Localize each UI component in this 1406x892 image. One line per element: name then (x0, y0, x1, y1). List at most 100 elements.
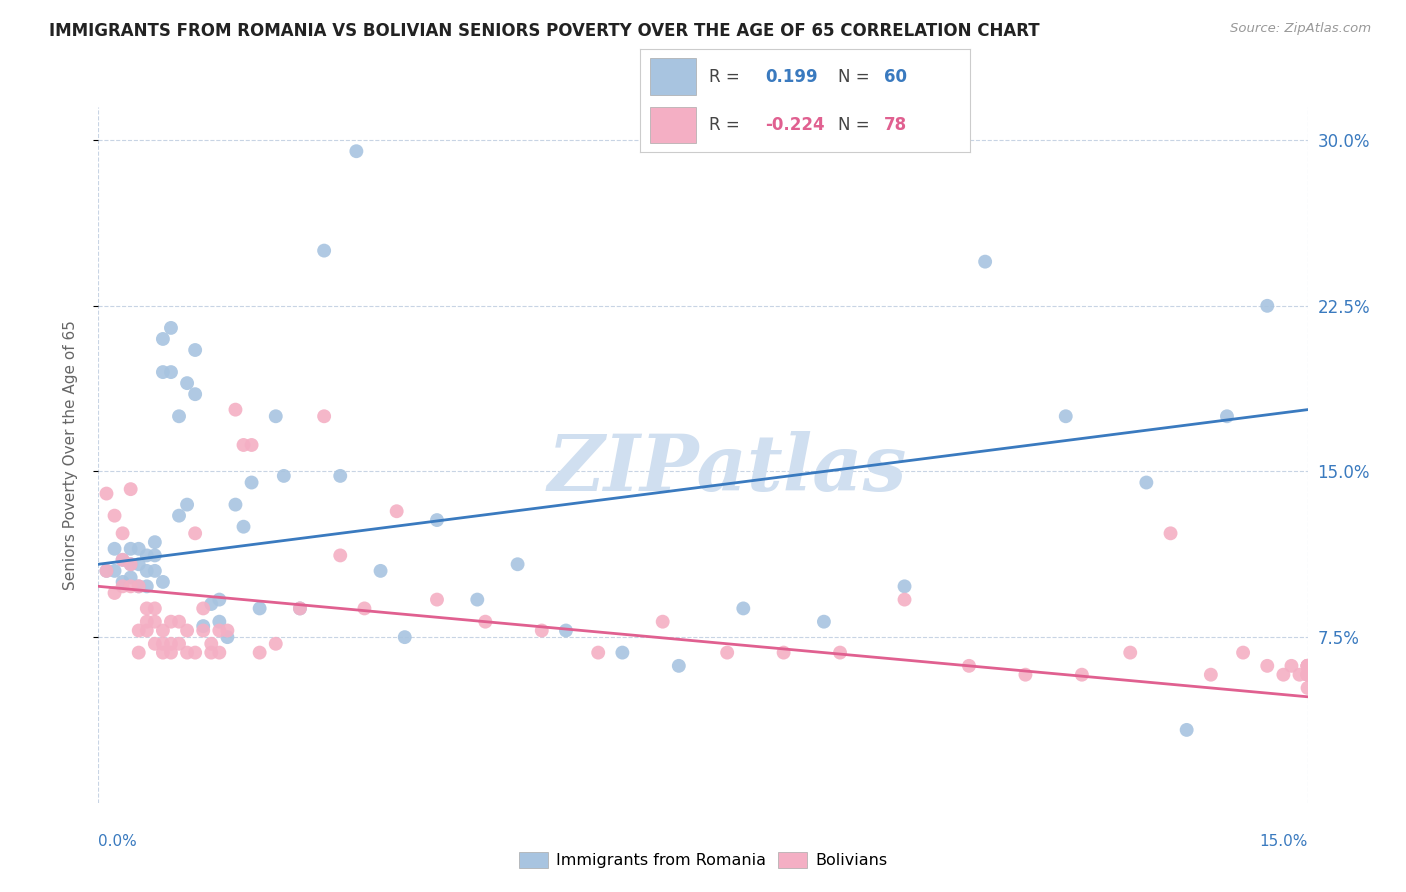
Point (176, 624, 198, 638)
Point (370, 564, 392, 578)
Point (1296, 658, 1319, 673)
Point (184, 343, 207, 357)
Point (167, 409, 190, 424)
Point (1296, 658, 1319, 673)
Point (120, 482, 142, 496)
Point (152, 332, 174, 346)
Point (111, 553, 134, 567)
Point (120, 558, 142, 572)
Point (813, 615, 835, 629)
Point (152, 365, 174, 379)
Point (530, 624, 553, 638)
Point (314, 409, 336, 424)
Point (1296, 667, 1319, 681)
Point (96, 564, 118, 578)
Point (135, 601, 157, 615)
Text: 15.0%: 15.0% (1260, 834, 1308, 849)
Point (135, 615, 157, 629)
Point (394, 630, 416, 644)
Legend: Immigrants from Romania, Bolivians: Immigrants from Romania, Bolivians (512, 846, 894, 875)
Point (103, 586, 125, 600)
Point (1160, 526, 1182, 541)
Point (111, 553, 134, 567)
Point (1296, 658, 1319, 673)
Point (612, 646, 634, 660)
Point (96, 486, 118, 500)
Point (135, 579, 157, 593)
Point (1175, 723, 1198, 737)
Point (193, 619, 215, 633)
Point (135, 624, 157, 638)
Point (733, 601, 755, 615)
Text: -0.224: -0.224 (765, 116, 825, 134)
Bar (650, 58, 696, 95)
Point (249, 601, 271, 615)
Point (426, 513, 449, 527)
Point (1288, 667, 1310, 681)
Point (120, 570, 142, 584)
Bar (650, 106, 696, 144)
Point (120, 541, 142, 556)
Point (160, 321, 183, 335)
Point (184, 526, 207, 541)
Point (143, 549, 166, 563)
Point (135, 564, 157, 578)
Point (240, 438, 263, 452)
Point (152, 637, 174, 651)
Point (143, 615, 166, 629)
Text: R =: R = (709, 68, 745, 86)
Point (200, 597, 222, 611)
Point (111, 579, 134, 593)
Point (128, 541, 150, 556)
Point (249, 646, 271, 660)
Point (1199, 667, 1222, 681)
Point (1296, 658, 1319, 673)
Point (96, 564, 118, 578)
Point (1054, 409, 1077, 424)
Point (208, 646, 231, 660)
Point (288, 601, 311, 615)
Point (200, 637, 222, 651)
Point (1070, 667, 1092, 681)
Point (135, 549, 157, 563)
Point (1272, 667, 1295, 681)
Point (184, 646, 207, 660)
Point (128, 558, 150, 572)
Point (314, 244, 336, 258)
Point (103, 508, 125, 523)
Point (143, 637, 166, 651)
Point (128, 579, 150, 593)
Point (152, 574, 174, 589)
Point (1256, 299, 1278, 313)
Point (143, 564, 166, 578)
Text: N =: N = (838, 116, 875, 134)
Point (828, 646, 851, 660)
Point (217, 630, 239, 644)
Point (152, 624, 174, 638)
Point (200, 646, 222, 660)
Point (1119, 646, 1142, 660)
Point (103, 564, 125, 578)
Point (1232, 646, 1254, 660)
Point (893, 579, 915, 593)
Point (1296, 667, 1319, 681)
Point (474, 615, 496, 629)
Point (120, 579, 142, 593)
Point (193, 624, 215, 638)
Text: IMMIGRANTS FROM ROMANIA VS BOLIVIAN SENIORS POVERTY OVER THE AGE OF 65 CORRELATI: IMMIGRANTS FROM ROMANIA VS BOLIVIAN SENI… (49, 22, 1040, 40)
Point (264, 637, 287, 651)
Point (1281, 658, 1303, 673)
Point (506, 558, 529, 572)
Point (353, 601, 375, 615)
Point (120, 558, 142, 572)
Point (772, 646, 794, 660)
Point (240, 475, 263, 490)
Point (128, 646, 150, 660)
Point (1135, 475, 1157, 490)
Point (1014, 667, 1036, 681)
Point (232, 438, 254, 452)
Point (184, 387, 207, 401)
Text: R =: R = (709, 116, 745, 134)
Point (128, 624, 150, 638)
Point (111, 526, 134, 541)
